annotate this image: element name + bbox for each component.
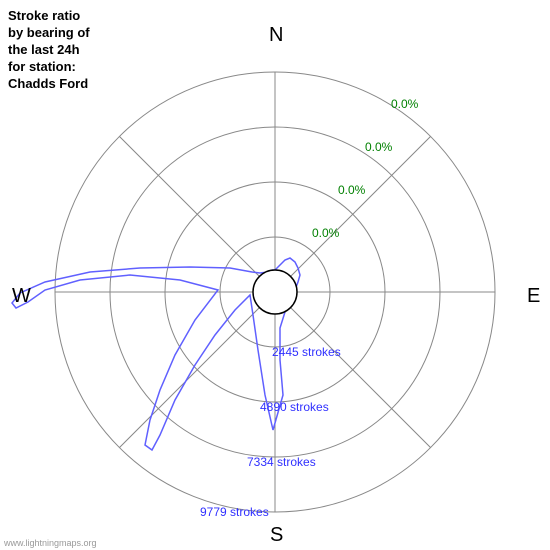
compass-n: N (269, 24, 283, 47)
compass-e: E (527, 285, 540, 308)
title-line-0: Stroke ratio (8, 8, 80, 23)
center-circle (253, 270, 297, 314)
compass-w: W (12, 285, 31, 308)
blue-label-3: 9779 strokes (200, 505, 269, 519)
title-line-4: Chadds Ford (8, 76, 88, 91)
title-line-3: for station: (8, 59, 76, 74)
chart-title: Stroke ratio by bearing of the last 24h … (8, 8, 90, 92)
credit-text: www.lightningmaps.org (4, 538, 97, 548)
blue-label-1: 4890 strokes (260, 400, 329, 414)
title-line-1: by bearing of (8, 25, 90, 40)
blue-label-0: 2445 strokes (272, 345, 341, 359)
compass-s: S (270, 524, 283, 547)
green-label-2: 0.0% (365, 140, 392, 154)
green-label-0: 0.0% (312, 226, 339, 240)
blue-label-2: 7334 strokes (247, 455, 316, 469)
green-label-1: 0.0% (338, 183, 365, 197)
green-label-3: 0.0% (391, 97, 418, 111)
title-line-2: the last 24h (8, 42, 80, 57)
